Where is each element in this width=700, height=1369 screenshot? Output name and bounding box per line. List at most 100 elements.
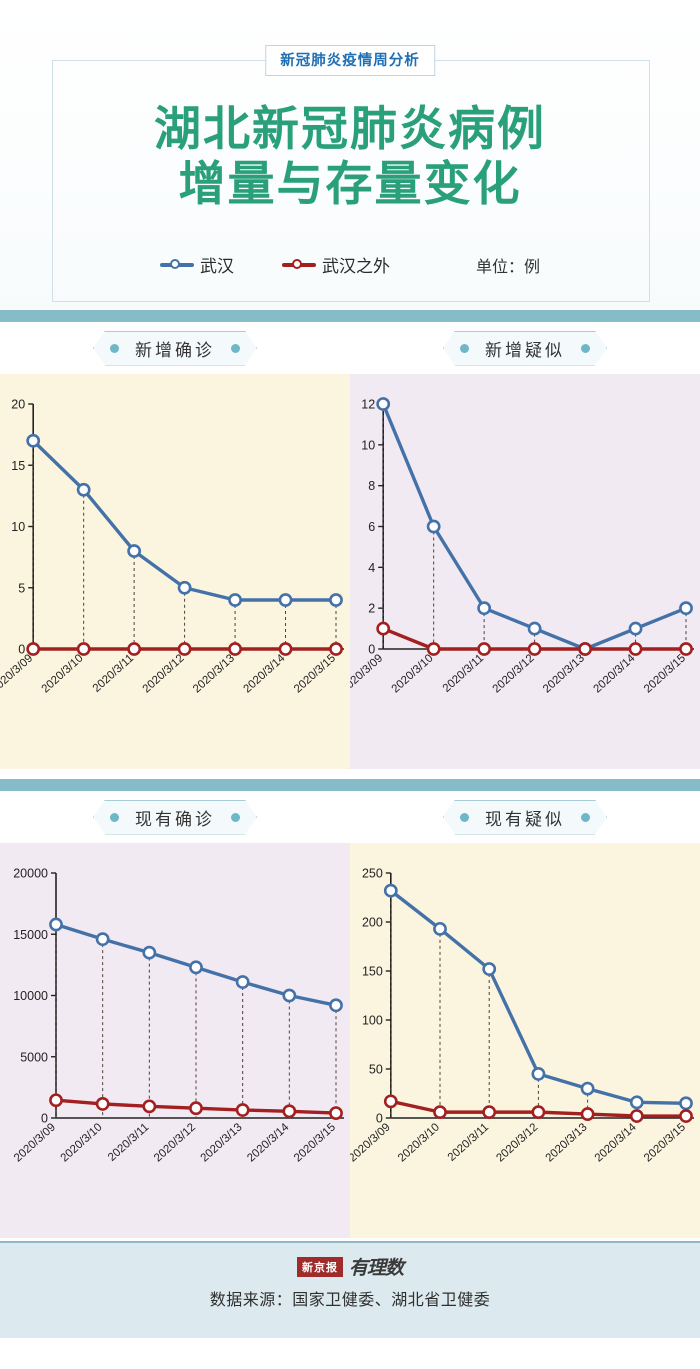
badge-dot-left-icon [110,344,119,353]
series-badge-label: 新冠肺炎疫情周分析 [280,53,420,69]
data-source-note: 数据来源：国家卫健委、湖北省卫健委 [209,1292,491,1309]
page-title-line-2: 增量与存量变化 [178,157,522,212]
svg-text:2020/3/13: 2020/3/13 [199,1121,245,1164]
chart-title-existing-confirmed: 现有确诊 [135,809,215,829]
legend-label-wuhan: 武汉 [199,257,234,276]
page-title-line-1: 湖北新冠肺炎病例 [154,102,546,157]
svg-text:2020/3/13: 2020/3/13 [541,652,587,695]
footer: 新京报 有理数 数据来源：国家卫健委、湖北省卫健委 [0,1241,700,1338]
svg-text:4: 4 [368,561,375,575]
svg-text:150: 150 [362,965,383,979]
chart-cell-existing-suspected: 现有疑似 0 50 100 150 200 250 2020/3/09 2020/3/10 20… [350,791,700,1238]
svg-text:250: 250 [362,867,383,881]
section-divider-bottom [0,779,700,791]
brand-badge-label: 新京报 [296,1256,343,1277]
svg-text:2020/3/12: 2020/3/12 [494,1121,540,1164]
svg-text:0: 0 [368,643,375,657]
svg-text:20000: 20000 [13,867,48,881]
svg-text:100: 100 [362,1014,383,1028]
svg-text:200: 200 [362,916,383,930]
chart-title-badge-existing-suspected: 现有疑似 [443,800,607,835]
svg-text:2020/3/15: 2020/3/15 [642,1121,688,1164]
legend-item-wuhan: 武汉 [159,252,234,277]
chart-cell-existing-confirmed: 现有确诊 0 5000 10000 15000 20000 2020/3/09 2020/3… [0,791,350,1238]
svg-text:6: 6 [368,520,375,534]
chart-panel-existing-suspected: 0 50 100 150 200 250 2020/3/09 2020/3/10 2020/3/… [350,843,700,1238]
svg-text:2020/3/14: 2020/3/14 [593,1121,639,1165]
legend-marker-icon [281,258,316,272]
svg-text:50: 50 [369,1063,383,1077]
svg-text:2020/3/13: 2020/3/13 [544,1121,590,1164]
section-divider-top [0,310,700,322]
header-banner: 新冠肺炎疫情周分析 湖北新冠肺炎病例 增量与存量变化 武汉 武汉之外 单位：例 [0,0,700,310]
badge-dot-right-icon [581,813,590,822]
badge-dot-left-icon [460,813,469,822]
chart-panel-new-confirmed: 0 5 10 15 20 2020/3/09 2020/3/10 2020/3/11 2020/… [0,374,350,769]
svg-text:15000: 15000 [13,928,48,942]
legend-label-outside-wuhan: 武汉之外 [321,257,390,276]
badge-dot-right-icon [231,813,240,822]
svg-text:10000: 10000 [13,989,48,1003]
svg-text:2020/3/10: 2020/3/10 [396,1121,442,1164]
svg-text:2020/3/13: 2020/3/13 [191,652,237,695]
chart-title-new-suspected: 新增疑似 [485,340,565,360]
chart-title-badge-new-confirmed: 新增确诊 [93,331,257,366]
unit-label: 单位：例 [475,258,540,276]
svg-text:2020/3/11: 2020/3/11 [446,1121,491,1164]
svg-text:2020/3/09: 2020/3/09 [350,1121,393,1164]
page-title: 湖北新冠肺炎病例 增量与存量变化 [0,102,700,212]
existing-charts-section: 现有确诊 0 5000 10000 15000 20000 2020/3/09 2020/3… [0,791,700,1241]
svg-text:0: 0 [41,1112,48,1126]
incremental-charts-section: 新增确诊 0 5 10 15 20 2020/3/09 2020/3/10 2020/3/11… [0,322,700,777]
svg-text:2020/3/12: 2020/3/12 [491,652,537,695]
svg-text:10: 10 [361,438,375,452]
svg-text:2020/3/15: 2020/3/15 [642,652,688,695]
chart-title-existing-suspected: 现有疑似 [485,809,565,829]
svg-text:2020/3/12: 2020/3/12 [141,652,187,695]
chart-panel-existing-confirmed: 0 5000 10000 15000 20000 2020/3/09 2020/3/10 20… [0,843,350,1238]
svg-text:2020/3/14: 2020/3/14 [591,652,637,696]
svg-text:2020/3/14: 2020/3/14 [241,652,287,696]
svg-text:15: 15 [11,459,25,473]
chart-title-badge-existing-confirmed: 现有确诊 [93,800,257,835]
chart-panel-new-suspected: 0 2 4 6 8 10 12 2020/3/09 2020/3/10 2020/3/11 2020… [350,374,700,769]
svg-text:2020/3/11: 2020/3/11 [441,652,486,695]
svg-text:2020/3/10: 2020/3/10 [59,1121,105,1164]
svg-text:2020/3/12: 2020/3/12 [152,1121,198,1164]
svg-text:5000: 5000 [20,1050,48,1064]
svg-text:2020/3/09: 2020/3/09 [12,1121,58,1164]
svg-text:0: 0 [18,643,25,657]
footer-brand: 新京报 有理数 [0,1243,700,1280]
svg-text:2020/3/15: 2020/3/15 [292,1121,338,1164]
badge-dot-right-icon [581,344,590,353]
badge-dot-left-icon [460,344,469,353]
badge-dot-left-icon [110,813,119,822]
svg-text:2020/3/11: 2020/3/11 [106,1121,151,1164]
badge-dot-right-icon [231,344,240,353]
svg-text:2020/3/09: 2020/3/09 [350,652,385,695]
chart-title-new-confirmed: 新增确诊 [135,340,215,360]
svg-text:8: 8 [368,479,375,493]
svg-text:2020/3/09: 2020/3/09 [0,652,35,695]
svg-text:10: 10 [11,520,25,534]
legend: 武汉 武汉之外 单位：例 [0,252,700,277]
legend-item-outside-wuhan: 武汉之外 [281,252,390,277]
svg-text:0: 0 [376,1112,383,1126]
chart-cell-new-suspected: 新增疑似 0 2 4 6 8 10 12 2020/3/09 2020/3/10 2020/3/1… [350,322,700,769]
svg-text:2020/3/11: 2020/3/11 [91,652,136,695]
svg-text:5: 5 [18,581,25,595]
chart-title-badge-new-suspected: 新增疑似 [443,331,607,366]
chart-cell-new-confirmed: 新增确诊 0 5 10 15 20 2020/3/09 2020/3/10 2020/3/11… [0,322,350,769]
legend-marker-icon [159,258,194,272]
brand-script-label: 有理数 [348,1257,404,1279]
svg-text:2020/3/10: 2020/3/10 [40,652,86,695]
svg-text:20: 20 [11,398,25,412]
series-badge: 新冠肺炎疫情周分析 [265,45,435,76]
svg-text:2020/3/15: 2020/3/15 [292,652,338,695]
svg-text:12: 12 [361,398,375,412]
svg-text:2: 2 [368,602,375,616]
